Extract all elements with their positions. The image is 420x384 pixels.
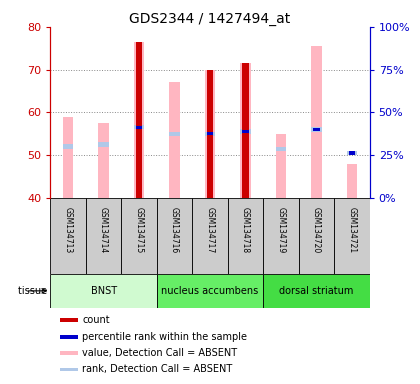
Bar: [63, 117, 74, 198]
Bar: [60, 335, 78, 339]
Text: GSM134713: GSM134713: [64, 207, 73, 253]
Text: GSM134718: GSM134718: [241, 207, 250, 253]
Bar: [136, 42, 142, 198]
Bar: [311, 46, 322, 198]
Bar: [311, 127, 322, 132]
Text: value, Detection Call = ABSENT: value, Detection Call = ABSENT: [82, 348, 237, 358]
Bar: [157, 198, 192, 274]
Text: GSM134714: GSM134714: [99, 207, 108, 253]
Bar: [121, 198, 157, 274]
Bar: [169, 83, 180, 198]
Bar: [60, 351, 78, 355]
Bar: [207, 70, 213, 198]
Bar: [134, 42, 144, 198]
Text: dorsal striatum: dorsal striatum: [279, 286, 354, 296]
Bar: [86, 198, 121, 274]
Bar: [349, 151, 355, 155]
Bar: [205, 132, 215, 136]
Bar: [276, 134, 286, 198]
Bar: [192, 198, 228, 274]
Text: GSM134719: GSM134719: [276, 207, 286, 253]
Bar: [98, 123, 109, 198]
Bar: [169, 132, 180, 136]
Text: GSM134720: GSM134720: [312, 207, 321, 253]
Text: GSM134715: GSM134715: [134, 207, 144, 253]
Bar: [63, 144, 74, 149]
Bar: [276, 147, 286, 151]
Title: GDS2344 / 1427494_at: GDS2344 / 1427494_at: [129, 12, 291, 26]
Bar: [346, 164, 357, 198]
Bar: [98, 142, 109, 147]
Text: percentile rank within the sample: percentile rank within the sample: [82, 332, 247, 342]
Bar: [346, 151, 357, 155]
Bar: [263, 198, 299, 274]
Text: rank, Detection Call = ABSENT: rank, Detection Call = ABSENT: [82, 364, 233, 374]
Text: tissue: tissue: [18, 286, 50, 296]
Text: GSM134716: GSM134716: [170, 207, 179, 253]
Text: GSM134721: GSM134721: [347, 207, 356, 253]
Bar: [50, 274, 157, 308]
Bar: [50, 198, 86, 274]
Text: BNST: BNST: [91, 286, 117, 296]
Bar: [157, 274, 263, 308]
Bar: [334, 198, 370, 274]
Bar: [240, 63, 251, 198]
Bar: [205, 70, 215, 198]
Text: nucleus accumbens: nucleus accumbens: [161, 286, 259, 296]
Bar: [242, 130, 249, 133]
Bar: [240, 129, 251, 134]
Bar: [60, 367, 78, 371]
Bar: [134, 125, 144, 129]
Bar: [228, 198, 263, 274]
Bar: [242, 63, 249, 198]
Bar: [207, 132, 213, 136]
Bar: [299, 198, 334, 274]
Bar: [263, 274, 370, 308]
Text: GSM134717: GSM134717: [205, 207, 215, 253]
Bar: [136, 126, 142, 129]
Bar: [60, 318, 78, 322]
Bar: [313, 128, 320, 131]
Text: count: count: [82, 315, 110, 325]
